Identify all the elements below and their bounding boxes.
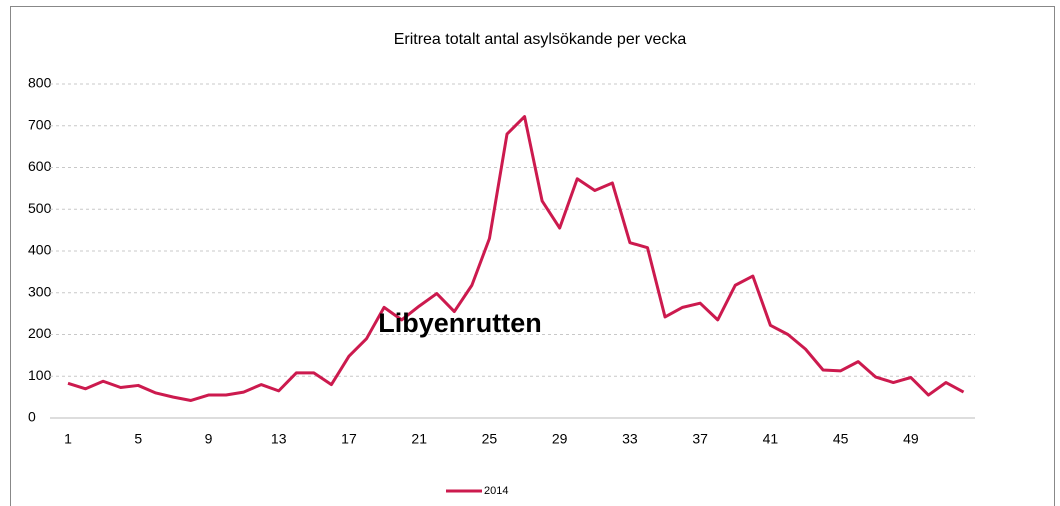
x-tick-label: 1 — [64, 431, 72, 447]
y-tick-label: 100 — [28, 367, 52, 383]
y-tick-label: 500 — [28, 200, 52, 216]
x-tick-label: 9 — [205, 431, 213, 447]
y-tick-label: 300 — [28, 283, 52, 299]
x-tick-label: 49 — [903, 431, 919, 447]
x-tick-label: 37 — [692, 431, 708, 447]
data-line — [67, 115, 965, 402]
chart-title: Eritrea totalt antal asylsökande per vec… — [394, 31, 687, 48]
y-tick-label: 400 — [28, 242, 52, 258]
legend-label: 2014 — [484, 485, 508, 497]
x-tick-label: 41 — [763, 431, 779, 447]
x-tick-label: 25 — [482, 431, 498, 447]
y-tick-label: 0 — [28, 409, 36, 425]
x-tick-label: 29 — [552, 431, 568, 447]
y-tick-label: 700 — [28, 116, 52, 132]
y-tick-label: 600 — [28, 158, 52, 174]
x-tick-label: 45 — [833, 431, 849, 447]
x-tick-label: 21 — [411, 431, 427, 447]
x-tick-label: 5 — [134, 431, 142, 447]
x-tick-label: 13 — [271, 431, 287, 447]
y-tick-label: 800 — [28, 75, 52, 91]
x-tick-label: 17 — [341, 431, 357, 447]
x-tick-label: 33 — [622, 431, 638, 447]
y-tick-label: 200 — [28, 325, 52, 341]
annotation: Libyenrutten — [378, 308, 542, 338]
chart-frame — [10, 6, 1055, 506]
